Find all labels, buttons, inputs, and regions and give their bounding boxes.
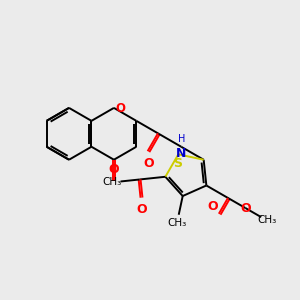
Text: H: H [178, 134, 185, 144]
Text: CH₃: CH₃ [103, 177, 122, 187]
Text: S: S [173, 157, 182, 170]
Text: O: O [143, 157, 154, 170]
Text: O: O [208, 200, 218, 213]
Text: O: O [116, 102, 125, 115]
Text: CH₃: CH₃ [257, 215, 276, 225]
Text: O: O [109, 163, 119, 176]
Text: O: O [241, 202, 251, 215]
Text: CH₃: CH₃ [167, 218, 187, 228]
Text: O: O [136, 203, 147, 216]
Text: N: N [176, 147, 186, 160]
